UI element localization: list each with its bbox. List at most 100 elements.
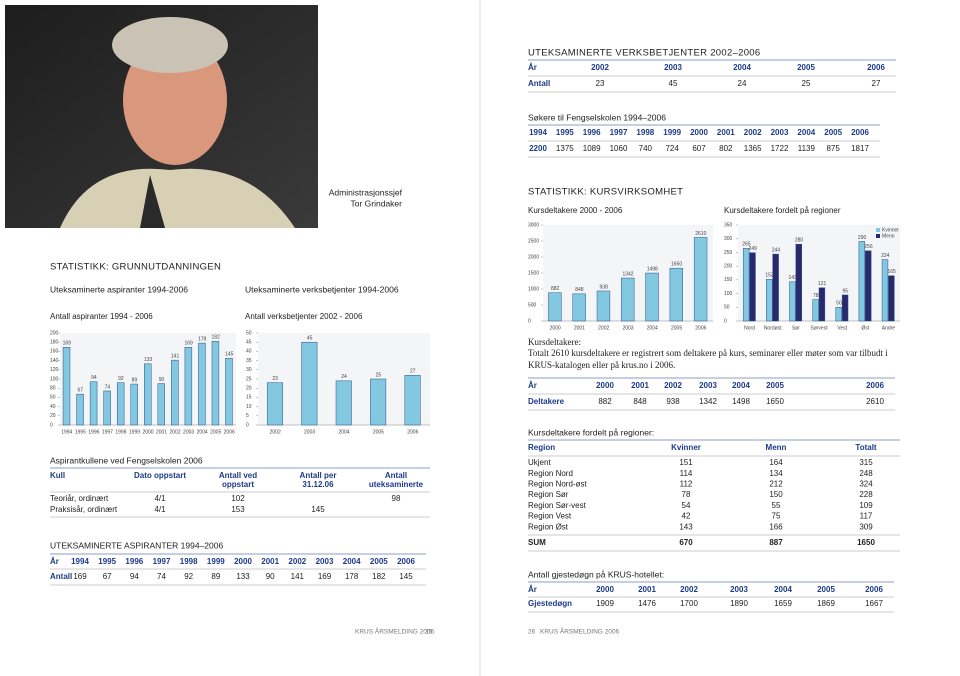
data-label: 152: [765, 273, 774, 279]
x-tick-label: Andre: [882, 325, 896, 331]
chart-title: Antall aspiranter 1994 - 2006: [50, 312, 153, 321]
y-tick-label: 0: [724, 318, 727, 324]
x-tick-label: 2004: [338, 429, 349, 435]
table-cell: 2002: [744, 128, 762, 137]
bar: [301, 341, 318, 426]
table-cell: 1722: [771, 144, 789, 153]
x-tick-label: 1994: [61, 429, 72, 435]
bar: [89, 381, 98, 426]
table-cell: Region Vest: [528, 512, 572, 521]
table-cell: 2000: [596, 381, 614, 390]
caption: Administrasjonssjef: [329, 187, 403, 197]
y-tick-label: 2500: [528, 238, 539, 244]
y-tick-label: 40: [50, 404, 56, 410]
legend-label: Kvinner: [882, 227, 899, 233]
table-cell: 1997: [610, 128, 628, 137]
data-label: 50: [836, 301, 842, 307]
x-tick-label: 2000: [550, 325, 561, 331]
table-cell: 42: [682, 512, 691, 521]
table-cell: 1995: [98, 557, 116, 566]
data-label: 224: [881, 253, 890, 259]
x-tick-label: 2005: [210, 429, 221, 435]
y-tick-label: 100: [50, 376, 59, 382]
table-cell: 169: [73, 572, 87, 581]
data-label: 169: [184, 341, 193, 347]
table-cell: 2001: [631, 381, 649, 390]
data-label: 178: [198, 336, 207, 342]
row-label: Antall: [528, 79, 550, 88]
table-cell: 212: [769, 480, 783, 489]
table-cell: 1999: [207, 557, 225, 566]
table-cell: 54: [682, 501, 691, 510]
table-cell: 166: [769, 522, 783, 531]
table-cell: 1995: [556, 128, 574, 137]
table-cell: 2003: [699, 381, 717, 390]
table-cell: 1869: [817, 599, 835, 608]
y-tick-label: 3000: [528, 222, 539, 228]
x-tick-label: Sør: [792, 325, 800, 331]
footer: KRUS ÅRSMELDING 2006: [540, 627, 619, 636]
bar: [669, 267, 684, 322]
y-tick-label: 350: [724, 222, 733, 228]
x-tick-label: Nordøst: [764, 325, 782, 331]
bar: [266, 382, 283, 426]
table-cell: 2000: [596, 585, 614, 594]
table-cell: 94: [130, 572, 139, 581]
table-cell: 133: [236, 572, 250, 581]
table-cell: 1060: [610, 144, 628, 153]
data-label: 67: [78, 388, 84, 394]
table-cell: 1365: [744, 144, 762, 153]
table-cell: 1476: [638, 599, 656, 608]
y-tick-label: 200: [724, 263, 733, 269]
y-tick-label: 10: [246, 404, 252, 410]
table-cell: 45: [669, 79, 678, 88]
data-label: 256: [864, 244, 873, 250]
y-tick-label: 500: [528, 302, 537, 308]
bar: [572, 293, 586, 322]
table-cell: 151: [679, 458, 693, 467]
data-label: 848: [575, 287, 584, 293]
data-label: 121: [818, 281, 827, 287]
table-cell: 145: [399, 572, 413, 581]
table-cell: 1998: [636, 128, 654, 137]
page-number: 26: [528, 629, 536, 636]
y-tick-label: 15: [246, 395, 252, 401]
column-header: Antall ved: [219, 471, 257, 480]
row-label: Gjestedøgn: [528, 599, 572, 608]
y-tick-label: 0: [50, 422, 53, 428]
table-cell: 150: [769, 490, 783, 499]
table-cell: 2000: [234, 557, 252, 566]
x-tick-label: 2003: [304, 429, 315, 435]
table-cell: 2006: [397, 557, 415, 566]
table-cell: 802: [719, 144, 733, 153]
table-cell: 2002: [288, 557, 306, 566]
table-title: Aspirantkullene ved Fengselskolen 2006: [50, 455, 203, 465]
data-label: 90: [159, 377, 165, 383]
y-tick-label: 30: [246, 367, 252, 373]
chart-title: Kursdeltakere 2000 - 2006: [528, 206, 623, 215]
section-title: STATISTIKK: GRUNNUTDANNINGEN: [50, 262, 221, 273]
bar: [818, 287, 826, 322]
bar: [548, 292, 562, 322]
table-cell: 1994: [529, 128, 547, 137]
bar: [858, 241, 866, 322]
table-cell: 2006: [865, 585, 883, 594]
data-label: 74: [105, 384, 111, 390]
bar: [596, 290, 611, 322]
table-cell: 182: [372, 572, 386, 581]
table-cell: 4/1: [154, 505, 166, 514]
table-cell: 23: [596, 79, 605, 88]
bar: [772, 253, 779, 322]
table-cell: 114: [680, 469, 693, 478]
column-header: Kvinner: [671, 443, 701, 452]
bar: [335, 380, 352, 426]
y-tick-label: 180: [50, 340, 59, 346]
table-cell: 27: [872, 79, 881, 88]
table-cell: 2003: [664, 63, 682, 72]
table-cell: 102: [231, 494, 245, 503]
table-cell: 2002: [680, 585, 698, 594]
y-tick-label: 300: [724, 236, 733, 242]
data-label: 78: [813, 293, 819, 299]
data-label: 2610: [695, 231, 706, 237]
y-tick-label: 45: [246, 340, 252, 346]
